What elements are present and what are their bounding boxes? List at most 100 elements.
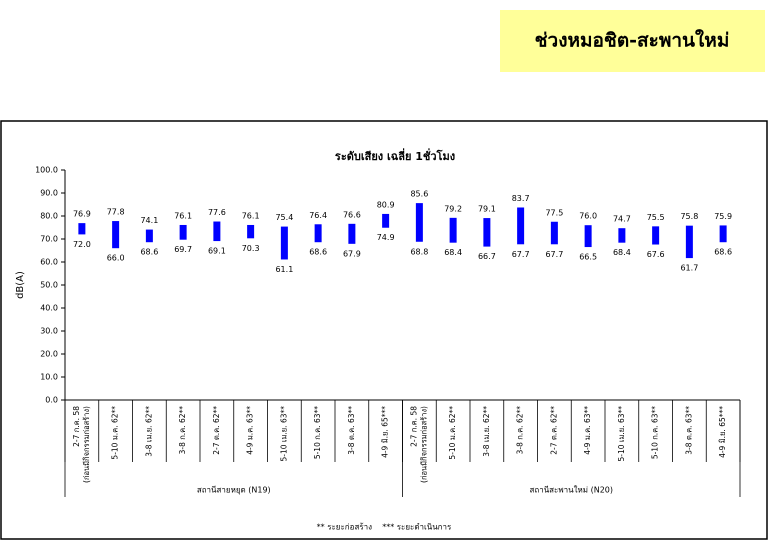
value-label: 67.9 [343,249,361,258]
x-tick-label: 3-8 ก.ค. 62** [178,406,187,455]
value-label: 79.2 [444,204,462,213]
value-label: 76.9 [73,210,91,219]
y-axis-label: dB(A) [15,271,26,299]
range-bar [483,218,491,247]
chart-frame [0,120,768,540]
range-bar [584,225,592,248]
y-tick-label: 10.0 [40,373,58,382]
x-tick-label: 3-8 ก.ค. 62** [516,406,525,455]
value-label: 67.7 [545,250,563,259]
x-tick-label: (ก่อนมีกิจกรรมก่อสร้าง) [419,406,428,483]
x-tick-label: 3-8 เม.ย. 62** [144,406,153,457]
value-label: 66.5 [579,253,597,262]
range-bar [618,228,626,243]
value-label: 75.5 [647,213,665,222]
x-tick-label: 2-7 ก.ค. 58 [72,406,81,447]
group-label: สถานีสะพานใหม่ (N20) [529,486,613,495]
value-label: 74.9 [377,233,395,242]
range-bar [213,221,221,242]
x-tick-label: 5-10 ก.ค. 63** [313,406,322,459]
value-label: 85.6 [410,190,428,199]
value-label: 77.5 [545,208,563,217]
header-box [500,10,765,72]
x-tick-label: 5-10 เม.ย. 63** [617,406,626,462]
group-label: สถานีสายหยุด (N19) [197,486,271,495]
value-label: 75.4 [275,213,293,222]
range-bar [685,225,693,259]
value-label: 77.6 [208,208,226,217]
x-tick-label: 3-8 ต.ค. 63** [684,406,693,455]
value-label: 70.3 [242,244,260,253]
x-tick-label: 2-7 ต.ค. 62** [212,406,221,455]
x-tick-label: 4-9 มิ.ย. 65*** [381,406,390,458]
value-label: 75.9 [714,212,732,221]
value-label: 80.9 [377,200,395,209]
x-tick-label: 5-10 ม.ค. 62** [448,406,457,460]
x-tick-label: 2-7 ก.ค. 58 [409,406,418,447]
y-tick-label: 80.0 [40,212,58,221]
range-bar [652,226,660,245]
x-tick-label: 4-9 มิ.ย. 65*** [718,406,727,458]
value-label: 76.1 [242,211,260,220]
value-label: 61.7 [680,264,698,273]
value-label: 75.8 [680,212,698,221]
range-bar [280,226,288,260]
x-tick-label: (ก่อนมีกิจกรรมก่อสร้าง) [82,406,91,483]
value-label: 69.7 [174,245,192,254]
y-tick-label: 40.0 [40,304,58,313]
range-bar [179,224,187,240]
range-bar [550,221,558,245]
value-label: 68.6 [309,248,327,257]
y-tick-label: 0.0 [45,396,58,405]
footnote: ** ระยะก่อสร้าง *** ระยะดำเนินการ [317,523,452,532]
value-label: 76.4 [309,211,327,220]
x-tick-label: 5-10 ม.ค. 62** [111,406,120,460]
range-bar [415,203,423,242]
value-label: 68.6 [714,248,732,257]
value-label: 68.4 [613,248,631,257]
header-title: ช่วงหมอชิต-สะพานใหม่ [535,29,730,52]
value-label: 67.7 [512,250,530,259]
value-label: 68.8 [410,247,428,256]
value-label: 79.1 [478,205,496,214]
x-tick-label: 5-10 ก.ค. 63** [651,406,660,459]
range-bar [719,225,727,243]
range-bar [247,224,255,239]
range-bar [348,223,356,244]
y-tick-label: 30.0 [40,327,58,336]
value-label: 77.8 [107,208,125,217]
value-label: 69.1 [208,247,226,256]
range-bar [517,207,525,245]
range-bar [78,223,86,235]
y-tick-label: 90.0 [40,189,58,198]
value-label: 67.6 [647,250,665,259]
x-tick-label: 3-8 เม.ย. 62** [482,406,491,457]
x-tick-label: 2-7 ต.ค. 62** [549,406,558,455]
y-tick-label: 50.0 [40,281,58,290]
chart-title: ระดับเสียง เฉลี่ย 1ชั่วโมง [335,148,455,163]
value-label: 76.1 [174,211,192,220]
x-tick-label: 5-10 เม.ย. 63** [279,406,288,462]
y-tick-label: 60.0 [40,258,58,267]
value-label: 68.4 [444,248,462,257]
x-tick-label: 4-9 ม.ค. 63** [583,406,592,455]
value-label: 76.0 [579,212,597,221]
value-label: 66.7 [478,252,496,261]
value-label: 83.7 [512,194,530,203]
value-label: 74.1 [140,216,158,225]
x-tick-label: 3-8 ต.ค. 63** [347,406,356,455]
value-label: 68.6 [140,248,158,257]
y-tick-label: 20.0 [40,350,58,359]
range-bar [382,213,390,228]
y-tick-label: 100.0 [35,166,58,175]
value-label: 72.0 [73,240,91,249]
value-label: 74.7 [613,215,631,224]
y-tick-label: 70.0 [40,235,58,244]
value-label: 61.1 [275,265,293,274]
x-tick-label: 4-9 ม.ค. 63** [246,406,255,455]
range-bar [145,229,153,243]
value-label: 66.0 [107,254,125,263]
range-bar [314,224,322,243]
range-bar [449,217,457,243]
